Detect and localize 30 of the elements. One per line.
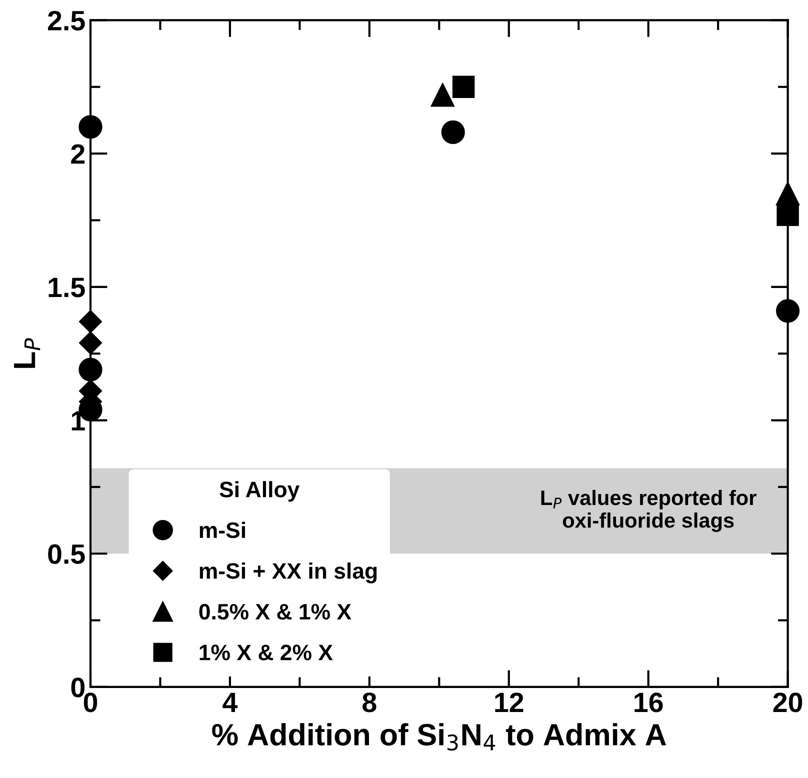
x-tick-label: 4: [222, 692, 238, 712]
point: [78, 358, 102, 382]
point: [79, 310, 102, 334]
point: [776, 182, 800, 206]
point: [79, 331, 102, 354]
point: [441, 120, 465, 144]
y-tick-label: 0.5: [48, 544, 85, 564]
x-tick-label: 20: [773, 692, 802, 712]
y-tick-label: 2.5: [48, 10, 85, 31]
point: [430, 83, 454, 107]
x-axis-title: % Addition of Si$_{3}$N$_{4}$ to Admix A: [212, 723, 666, 751]
point: [452, 76, 475, 98]
point: [776, 299, 800, 323]
y-tick-label: 0: [71, 678, 84, 698]
x-tick-label: 16: [634, 692, 663, 712]
x-tick-label: 0: [84, 692, 98, 712]
y-tick-label: 1: [72, 411, 85, 430]
y-tick-label: 2: [71, 144, 85, 164]
point: [776, 204, 799, 226]
y-axis-title: L$_{P}$: [14, 338, 40, 368]
legend-label: m-Si + XX in slag: [200, 562, 377, 584]
x-tick-label: 8: [362, 692, 376, 712]
point: [78, 115, 102, 139]
y-tick-label: 1.5: [48, 278, 85, 298]
band-label: L$_{P}$ values reported for oxi-fluoride slags: [541, 490, 756, 532]
legend-label: 1% X & 2% X: [200, 644, 333, 660]
legend-label: m-Si: [200, 522, 245, 538]
x-tick-label: 12: [495, 692, 524, 712]
legend-label: 0.5% X & 1% X: [199, 604, 352, 620]
legend-title: Si Alloy: [220, 481, 300, 502]
